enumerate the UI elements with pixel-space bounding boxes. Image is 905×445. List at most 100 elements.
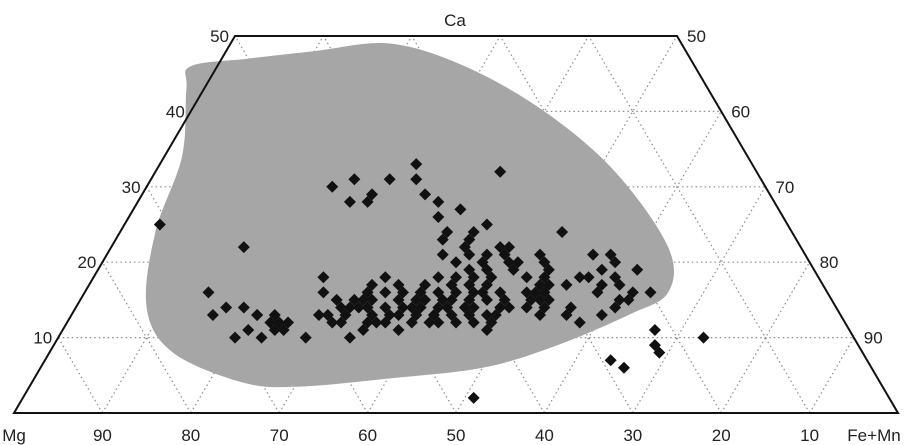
data-point-151 <box>587 248 600 261</box>
data-point-167 <box>648 324 661 337</box>
data-point-166 <box>467 391 480 404</box>
data-point-113 <box>436 248 449 261</box>
data-point-112 <box>436 233 449 246</box>
data-point-137 <box>520 286 533 299</box>
data-point-103 <box>494 241 507 254</box>
data-point-35 <box>370 316 383 329</box>
data-point-5 <box>242 324 255 337</box>
mg-tick-label-60: 60 <box>358 426 377 445</box>
data-point-108 <box>503 241 516 254</box>
fe-mn-tick-label-60: 60 <box>731 102 750 121</box>
data-point-148 <box>595 308 608 321</box>
ca-axis-ticks: 10 20 30 40 50 <box>33 27 229 348</box>
data-point-136 <box>520 301 533 314</box>
data-point-161 <box>644 286 657 299</box>
mg-tick-label-70: 70 <box>270 426 289 445</box>
data-point-116 <box>410 173 423 186</box>
ca-tick-label-50: 50 <box>210 27 229 46</box>
grid-line-fe-mn-10 <box>101 35 324 414</box>
data-point-15 <box>251 308 264 321</box>
ca-tick-label-20: 20 <box>77 253 96 272</box>
mg-tick-label-30: 30 <box>623 426 642 445</box>
data-point-117 <box>383 173 396 186</box>
triangle-frame <box>12 35 900 414</box>
data-point-141 <box>533 278 546 291</box>
data-point-20 <box>321 308 334 321</box>
data-point-63 <box>432 316 445 329</box>
mg-tick-label-50: 50 <box>447 426 466 445</box>
data-point-72 <box>450 286 462 299</box>
data-point-159 <box>626 286 639 299</box>
data-point-123 <box>410 158 423 171</box>
data-point-57 <box>419 278 432 291</box>
data-point-39 <box>379 286 392 299</box>
data-point-51 <box>379 271 392 284</box>
data-point-110 <box>432 210 445 223</box>
data-point-41 <box>379 316 392 329</box>
data-point-169 <box>604 354 617 367</box>
data-point-87 <box>489 308 502 321</box>
data-point-36 <box>348 293 361 306</box>
grid-line-mg-30 <box>411 35 634 414</box>
data-point-115 <box>432 195 445 208</box>
fe-mn-tick-label-80: 80 <box>820 253 839 272</box>
data-point-43 <box>361 286 374 299</box>
corner-label-mg: Mg <box>2 426 26 445</box>
data-point-3 <box>206 308 219 321</box>
data-point-69 <box>450 316 462 329</box>
data-point-160 <box>609 256 622 269</box>
grid-line-mg-20 <box>499 35 722 414</box>
data-point-26 <box>343 331 356 344</box>
data-point-1 <box>202 286 215 299</box>
data-point-33 <box>357 324 370 337</box>
data-point-106 <box>467 226 480 239</box>
data-point-23 <box>317 286 330 299</box>
fe-mn-tick-label-50: 50 <box>687 27 706 46</box>
data-point-164 <box>648 339 661 352</box>
data-point-154 <box>595 263 608 276</box>
data-point-4 <box>237 301 250 314</box>
data-point-83 <box>480 324 493 337</box>
data-point-93 <box>463 263 476 276</box>
data-point-114 <box>419 188 432 201</box>
grid-line-fe-mn-70 <box>632 186 766 414</box>
data-point-77 <box>467 286 480 299</box>
data-point-2 <box>220 301 233 314</box>
data-point-158 <box>613 278 626 291</box>
mg-tick-label-10: 10 <box>800 426 819 445</box>
data-point-16 <box>229 331 241 344</box>
mg-tick-label-20: 20 <box>712 426 731 445</box>
data-point-119 <box>361 195 374 208</box>
data-point-143 <box>564 301 577 314</box>
data-point-0 <box>153 218 166 231</box>
mg-axis-ticks: 90 80 70 60 50 40 30 20 10 <box>93 426 819 445</box>
corner-label-fe-mn: Fe+Mn <box>847 426 900 445</box>
data-point-100 <box>485 271 498 284</box>
data-point-91 <box>494 286 507 299</box>
data-point-144 <box>573 316 586 329</box>
data-point-146 <box>573 271 586 284</box>
data-point-10 <box>268 324 281 337</box>
data-point-11 <box>268 308 281 321</box>
data-point-139 <box>520 271 533 284</box>
data-point-122 <box>348 173 361 186</box>
data-point-152 <box>556 226 569 239</box>
data-point-80 <box>467 301 480 314</box>
mg-tick-label-80: 80 <box>181 426 200 445</box>
data-point-121 <box>343 195 356 208</box>
data-point-92 <box>450 256 462 269</box>
ca-tick-label-40: 40 <box>166 102 185 121</box>
mg-tick-label-40: 40 <box>535 426 554 445</box>
data-point-120 <box>326 180 339 193</box>
data-point-124 <box>494 165 507 178</box>
data-point-52 <box>392 278 405 291</box>
data-point-96 <box>480 248 493 261</box>
grid-line-mg-90 <box>57 337 103 414</box>
ca-tick-label-30: 30 <box>122 178 141 197</box>
fe-mn-tick-label-70: 70 <box>775 178 794 197</box>
data-point-79 <box>450 271 462 284</box>
ca-tick-label-10: 10 <box>33 329 52 348</box>
data-point-47 <box>392 324 405 337</box>
grid-line-mg-10 <box>588 35 811 414</box>
data-point-165 <box>697 331 710 344</box>
